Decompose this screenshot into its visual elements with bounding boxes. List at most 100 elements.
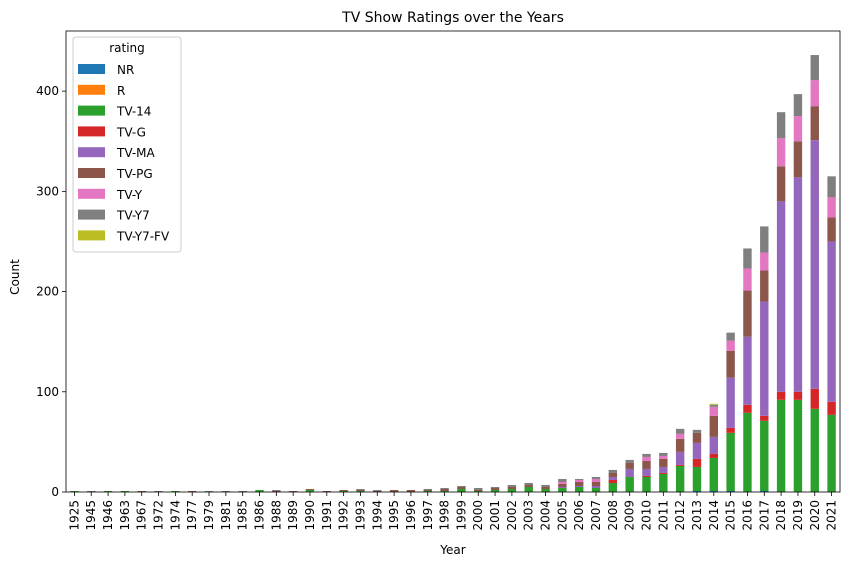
x-tick-label: 1997 xyxy=(421,500,435,531)
x-tick-label: 2009 xyxy=(623,500,637,531)
bar-segment xyxy=(574,485,584,487)
bar-segment xyxy=(692,491,702,492)
bar-segment xyxy=(507,484,517,487)
x-tick-label: 1981 xyxy=(219,500,233,531)
legend-label: TV-MA xyxy=(116,146,156,160)
bar-segment xyxy=(389,490,399,492)
x-axis-label: Year xyxy=(439,543,465,557)
x-tick-label: 1945 xyxy=(84,500,98,531)
legend-swatch xyxy=(78,230,105,241)
bar-segment xyxy=(558,481,567,484)
x-tick-label: 1925 xyxy=(67,500,81,531)
bar-segment xyxy=(675,428,685,434)
bar-segment xyxy=(541,488,550,492)
bar-segment xyxy=(659,473,668,492)
bar-segment xyxy=(608,476,618,480)
bar-segment xyxy=(154,491,163,492)
bar-segment xyxy=(827,197,836,218)
bar-segment xyxy=(827,401,836,415)
x-tick-label: 1963 xyxy=(118,500,132,531)
bar-segment xyxy=(339,490,348,491)
bar-segment xyxy=(642,476,651,492)
bar-segment xyxy=(187,491,197,492)
legend-swatch xyxy=(78,168,105,178)
bar-segment xyxy=(692,442,702,459)
bar-segment xyxy=(692,429,702,433)
legend-swatch xyxy=(78,188,105,199)
bar-segment xyxy=(726,432,735,491)
bar-segment xyxy=(709,406,719,416)
bar-segment xyxy=(574,486,584,492)
bar-segment xyxy=(709,404,719,407)
bar-segment xyxy=(709,491,719,492)
bar-segment xyxy=(608,479,618,483)
bar-segment xyxy=(457,486,466,489)
bar-segment xyxy=(793,116,803,142)
x-tick-label: 2008 xyxy=(606,500,620,531)
x-tick-label: 2007 xyxy=(589,500,603,531)
bar-segment xyxy=(440,488,449,491)
x-tick-label: 2013 xyxy=(690,500,704,531)
x-tick-label: 2011 xyxy=(656,500,670,531)
bar-segment xyxy=(440,487,449,489)
bar-segment xyxy=(709,415,719,437)
bar-segment xyxy=(675,464,685,466)
bar-segment xyxy=(726,350,735,378)
bar-segment xyxy=(726,377,735,428)
bar-segment xyxy=(574,481,584,486)
y-tick-label: 400 xyxy=(36,84,59,98)
bar-segment xyxy=(625,468,634,477)
x-tick-label: 1990 xyxy=(303,500,317,531)
bar-segment xyxy=(692,458,702,467)
bar-segment xyxy=(457,485,466,487)
bar-segment xyxy=(558,483,567,487)
bar-segment xyxy=(558,487,567,492)
bar-segment xyxy=(642,460,651,469)
x-tick-label: 2002 xyxy=(505,500,519,531)
bar-segment xyxy=(642,453,651,457)
bar-segment xyxy=(760,415,769,421)
x-tick-label: 2015 xyxy=(724,500,738,531)
bar-segment xyxy=(659,455,668,459)
bar-segment xyxy=(776,112,786,139)
bar-segment xyxy=(659,458,668,467)
legend-title: rating xyxy=(109,41,145,55)
bar-segment xyxy=(591,485,601,488)
bar-segment xyxy=(558,478,567,482)
bar-segment xyxy=(726,340,735,351)
bar-segment xyxy=(760,420,769,491)
bar-segment xyxy=(507,486,517,489)
x-tick-label: 1985 xyxy=(236,500,250,531)
x-tick-label: 1946 xyxy=(101,500,115,531)
chart-title: TV Show Ratings over the Years xyxy=(341,10,564,26)
x-tick-label: 1991 xyxy=(320,500,334,531)
bar-segment xyxy=(524,486,533,492)
x-axis: 1925 1945 1946 1963 1967 1972 1974 1977 1979 1981… xyxy=(67,492,839,531)
bar-segment xyxy=(608,482,618,492)
plot-frame xyxy=(65,30,841,493)
bar-segment xyxy=(793,141,803,178)
legend-label: TV-G xyxy=(116,125,146,139)
bar-segment xyxy=(659,452,668,456)
bar-segment xyxy=(625,462,634,469)
bar-segment xyxy=(204,491,214,492)
bar-segment xyxy=(591,487,601,492)
bar-segment xyxy=(642,468,651,476)
x-tick-label: 1977 xyxy=(185,500,199,531)
bar-segment xyxy=(406,490,416,492)
legend-label: R xyxy=(117,84,125,98)
x-tick-label: 1998 xyxy=(438,500,452,531)
bar-segment xyxy=(474,491,483,492)
y-tick-label: 100 xyxy=(36,385,59,399)
bar-segment xyxy=(171,491,180,492)
bar-segment xyxy=(356,490,365,491)
x-tick-label: 1972 xyxy=(152,500,166,531)
bar-segment xyxy=(423,490,432,491)
bar-segment xyxy=(760,226,769,253)
bar-segment xyxy=(776,399,786,492)
legend-label: TV-PG xyxy=(116,167,153,181)
bar-segment xyxy=(743,268,752,291)
bar-segment xyxy=(541,486,550,489)
bar-segment xyxy=(810,408,819,492)
x-tick-label: 2001 xyxy=(488,500,502,531)
